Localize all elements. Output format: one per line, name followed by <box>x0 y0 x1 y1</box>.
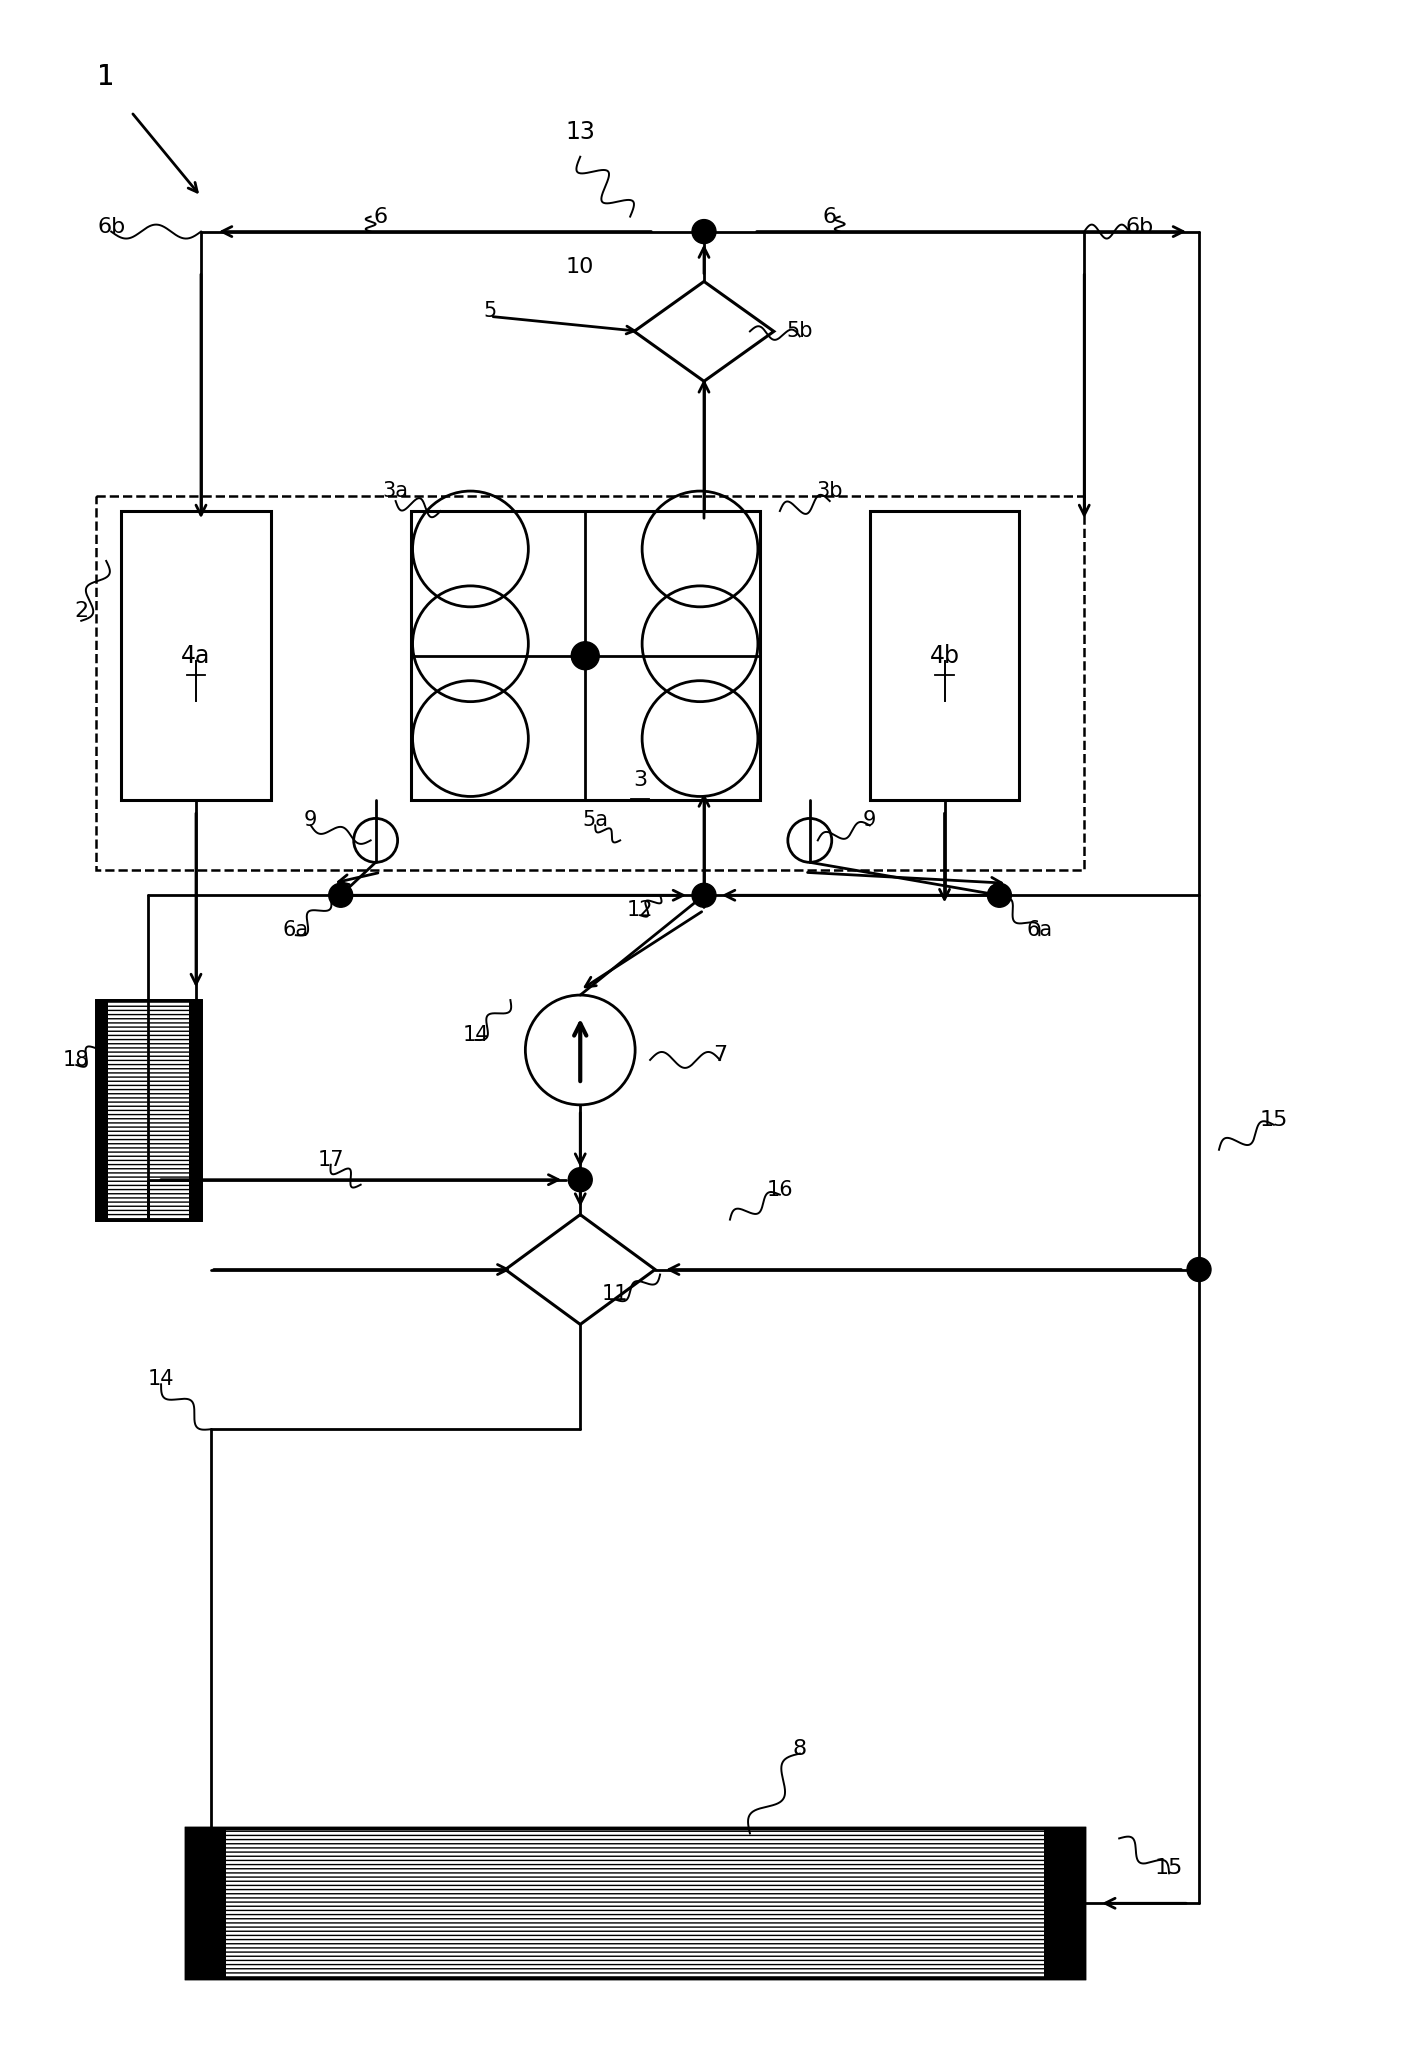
Circle shape <box>691 220 717 243</box>
Text: 3: 3 <box>634 770 648 791</box>
Bar <box>186 1828 1084 1979</box>
Text: 6b: 6b <box>97 216 125 237</box>
Text: 16: 16 <box>766 1180 793 1200</box>
Text: 4a: 4a <box>182 644 211 667</box>
Text: 6: 6 <box>373 206 387 226</box>
Bar <box>189 1001 201 1219</box>
Text: 9: 9 <box>304 811 317 830</box>
Bar <box>96 1001 201 1219</box>
Text: 5b: 5b <box>787 321 812 342</box>
Bar <box>186 1828 225 1979</box>
Bar <box>1045 1828 1084 1979</box>
Text: 11: 11 <box>603 1285 628 1305</box>
Text: 14: 14 <box>148 1369 175 1390</box>
Circle shape <box>569 1167 593 1192</box>
Text: 6: 6 <box>822 206 836 226</box>
Bar <box>870 511 1019 801</box>
Circle shape <box>1187 1258 1211 1281</box>
Bar <box>96 496 1084 871</box>
Text: 3b: 3b <box>817 482 843 500</box>
Text: 9: 9 <box>863 811 876 830</box>
Text: 3a: 3a <box>383 482 408 500</box>
Text: 18: 18 <box>63 1050 90 1071</box>
Text: 12: 12 <box>627 900 653 920</box>
Bar <box>121 511 270 801</box>
Text: 4b: 4b <box>929 644 959 667</box>
Text: 15: 15 <box>1155 1859 1183 1878</box>
Text: 17: 17 <box>317 1149 344 1170</box>
Text: 6a: 6a <box>1026 920 1052 941</box>
Text: 15: 15 <box>1260 1110 1288 1130</box>
Text: 6b: 6b <box>1125 216 1153 237</box>
Text: 1: 1 <box>97 64 115 91</box>
Text: 6a: 6a <box>283 920 308 941</box>
Circle shape <box>691 883 717 908</box>
Circle shape <box>328 883 352 908</box>
Bar <box>186 1828 1084 1979</box>
Bar <box>411 511 760 801</box>
Circle shape <box>987 883 1011 908</box>
Text: 10: 10 <box>566 257 594 276</box>
Bar <box>96 1001 201 1219</box>
Text: 7: 7 <box>712 1046 727 1065</box>
Bar <box>96 1001 108 1219</box>
Text: 1: 1 <box>97 64 115 91</box>
Text: 2: 2 <box>75 601 89 622</box>
Text: 8: 8 <box>793 1738 807 1758</box>
Text: 5a: 5a <box>583 811 608 830</box>
Text: 14: 14 <box>462 1025 489 1046</box>
Text: 5: 5 <box>484 301 497 321</box>
Circle shape <box>572 642 600 669</box>
Text: 13: 13 <box>565 119 596 144</box>
